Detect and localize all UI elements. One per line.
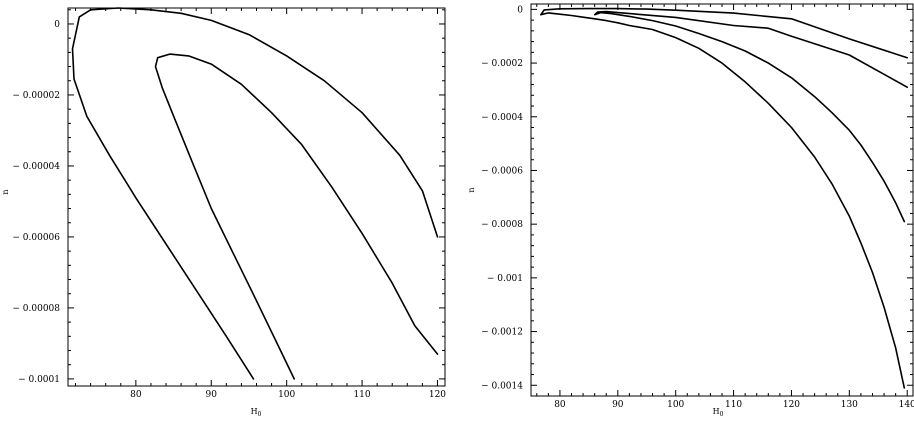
x-tick-label: 120 <box>783 400 800 410</box>
y-tick-label: − 0.00002 <box>12 91 60 101</box>
contour-line-2 <box>154 53 439 380</box>
x-tick-label: 120 <box>429 390 446 400</box>
x-tick-label: 110 <box>353 390 370 400</box>
x-tick-label: 80 <box>130 390 142 400</box>
y-axis-label: n <box>467 187 476 192</box>
y-tick-label: − 0.0006 <box>481 166 523 176</box>
y-tick-label: − 0.0002 <box>481 59 523 69</box>
x-tick-label: 140 <box>899 400 914 410</box>
x-tick-label: 90 <box>612 400 624 410</box>
y-tick-label: − 0.0008 <box>481 220 523 230</box>
x-tick-label: 80 <box>554 400 566 410</box>
x-tick-label: 100 <box>667 400 684 410</box>
y-axis-label: n <box>1 189 10 194</box>
contour-line-1 <box>539 7 909 389</box>
left-contour-plot: 80 90 100 110 120 0 − 0.00002 − 0.00004 − 0.0000… <box>1 7 446 418</box>
y-tick-label: 0 <box>517 5 523 15</box>
plot-frame <box>67 7 446 387</box>
x-tick-label: 130 <box>841 400 858 410</box>
y-tick-label: − 0.0004 <box>481 113 523 123</box>
y-tick-label: − 0.00008 <box>12 304 60 314</box>
y-tick-label: − 0.0001 <box>18 375 60 385</box>
y-tick-label: − 0.0014 <box>481 381 523 391</box>
y-tick-label: − 0.0012 <box>481 328 523 338</box>
x-tick-label: 100 <box>278 390 295 400</box>
x-tick-label: 90 <box>206 390 218 400</box>
y-tick-label: 0 <box>54 20 60 30</box>
contour-line-1 <box>71 7 439 380</box>
x-axis-label: H0 <box>713 407 724 418</box>
x-axis-label-subscript: 0 <box>720 411 724 418</box>
y-tick-label: − 0.00006 <box>12 233 60 243</box>
x-axis-label-subscript: 0 <box>258 411 262 418</box>
y-tick-label: − 0.001 <box>487 274 523 284</box>
x-tick-label: 110 <box>725 400 742 410</box>
contour-line-2 <box>593 10 909 223</box>
y-tick-label: − 0.00004 <box>12 162 60 172</box>
x-axis-label: H0 <box>251 407 262 418</box>
right-contour-plot: 80 90 100 110 120 130 140 0 − 0.0002 − 0.0004 − 0.… <box>467 3 914 418</box>
